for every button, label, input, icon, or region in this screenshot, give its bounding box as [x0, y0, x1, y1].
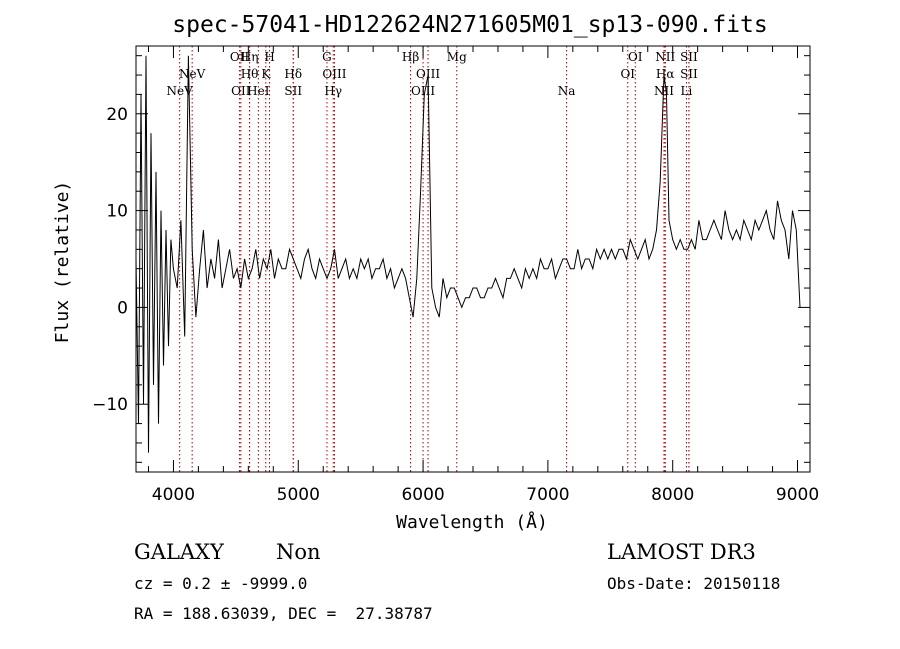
line-marker-label: Hγ [324, 84, 342, 98]
line-markers [179, 46, 690, 472]
x-tick-label: 4000 [152, 485, 195, 505]
y-tick-label: −10 [92, 395, 128, 415]
observation-date: Obs-Date: 20150118 [607, 574, 781, 593]
line-marker-label: OII [231, 84, 251, 98]
line-marker-label: NII [654, 84, 674, 98]
line-marker-label: OIII [416, 67, 440, 81]
y-tick-label: 20 [106, 105, 128, 125]
survey-label: LAMOST DR3 [607, 540, 756, 564]
x-tick-label: 7000 [526, 485, 569, 505]
y-tick-label: 0 [117, 298, 128, 318]
x-axis-ticks: 4000 5000 6000 7000 8000 9000 [147, 46, 819, 505]
x-tick-label: 6000 [401, 485, 444, 505]
line-marker-label: HeI [247, 84, 270, 98]
chart-title: spec-57041-HD122624N271605M01_sp13-090.f… [172, 12, 767, 38]
line-marker-label: Li [681, 84, 693, 98]
line-marker-label: Na [558, 84, 576, 98]
line-marker-label: OIII [322, 67, 346, 81]
line-marker-label: Hα [656, 67, 675, 81]
x-axis-label: Wavelength (Å) [396, 511, 548, 533]
line-marker-label: OI [628, 50, 643, 64]
line-marker-label: OII [230, 50, 250, 64]
object-subclass: Non [276, 540, 321, 564]
line-marker-label: SII [680, 50, 698, 64]
line-marker-label: SII [680, 67, 698, 81]
spectrum-line [135, 55, 801, 453]
x-tick-label: 5000 [277, 485, 320, 505]
line-marker-label: G [322, 50, 332, 64]
y-axis-ticks: −10 0 10 20 [92, 55, 810, 463]
line-marker-label: Hθ [241, 67, 259, 81]
line-marker-label: SII [284, 84, 302, 98]
line-marker-label: H [264, 50, 274, 64]
line-marker-label: NeV [179, 67, 206, 81]
redshift-text: cz = 0.2 ± -9999.0 [134, 574, 308, 593]
line-marker-label: Hβ [402, 50, 419, 64]
x-tick-label: 9000 [776, 485, 819, 505]
line-marker-label: OIII [411, 84, 435, 98]
line-marker-label: Hδ [284, 67, 302, 81]
line-marker-label: NII [655, 50, 675, 64]
y-tick-label: 10 [106, 202, 128, 222]
object-class: GALAXY [134, 540, 224, 564]
line-marker-label: Hη [241, 50, 259, 64]
line-marker-label: K [261, 67, 271, 81]
line-marker-label: Mg [447, 50, 467, 64]
x-tick-label: 8000 [651, 485, 694, 505]
y-axis-label: Flux (relative) [52, 181, 73, 344]
coordinates-text: RA = 188.63039, DEC = 27.38787 [134, 604, 433, 623]
line-marker-label: NeV [167, 84, 194, 98]
line-marker-label: OI [620, 67, 635, 81]
plot-frame [135, 45, 811, 473]
